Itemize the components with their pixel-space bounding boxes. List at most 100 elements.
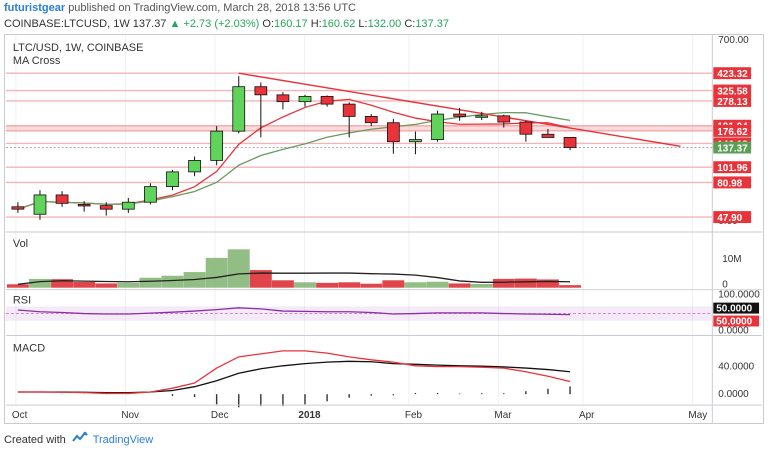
volume-bar[interactable] bbox=[316, 282, 339, 288]
tradingview-logo-icon bbox=[72, 430, 88, 450]
volume-bar[interactable] bbox=[117, 282, 140, 288]
macd-title: MACD bbox=[13, 342, 45, 354]
rsi-value-label: 50.0000 bbox=[716, 317, 752, 328]
candle-body[interactable] bbox=[188, 160, 201, 173]
open-label: O: bbox=[262, 18, 274, 30]
candle-body[interactable] bbox=[541, 133, 555, 138]
price-level-badge bbox=[713, 94, 752, 107]
volume-bar[interactable] bbox=[205, 257, 228, 288]
ma-slow-line bbox=[17, 111, 571, 210]
time-axis: Oct Nov Dec 2018 Feb Mar Apr May bbox=[12, 410, 707, 421]
price-level-label: 47.90 bbox=[717, 213, 742, 224]
publisher-username[interactable]: futuristgear bbox=[4, 2, 66, 14]
price-pane[interactable] bbox=[5, 72, 713, 220]
tradingview-brand-link[interactable]: TradingView bbox=[92, 434, 154, 446]
ma-cross-label: MA Cross bbox=[13, 55, 61, 67]
symbol-name: COINBASE:LTCUSD, 1W bbox=[4, 18, 130, 30]
price-level-badge bbox=[713, 124, 752, 137]
rsi-value-badge bbox=[713, 302, 760, 314]
volume-bar[interactable] bbox=[514, 278, 537, 288]
candle-body[interactable] bbox=[254, 86, 268, 96]
rsi-value-badge bbox=[713, 315, 760, 327]
volume-bar[interactable] bbox=[360, 283, 383, 288]
candle-body[interactable] bbox=[563, 136, 577, 148]
volume-bar[interactable] bbox=[139, 277, 162, 288]
volume-bar[interactable] bbox=[426, 281, 449, 288]
volume-bar[interactable] bbox=[95, 283, 118, 288]
price-level-label: 423.32 bbox=[717, 69, 748, 80]
volume-bar[interactable] bbox=[161, 275, 184, 288]
candle-body[interactable] bbox=[144, 186, 157, 203]
price-level-label: 137.37 bbox=[717, 143, 748, 154]
volume-bar[interactable] bbox=[6, 284, 29, 288]
candle-body[interactable] bbox=[33, 194, 47, 215]
candle-body[interactable] bbox=[519, 121, 533, 135]
price-level-badge bbox=[713, 211, 752, 224]
volume-bar[interactable] bbox=[271, 280, 294, 288]
candle-body[interactable] bbox=[99, 205, 113, 210]
price-level-badge bbox=[713, 84, 752, 97]
rsi-value-label: 50.0000 bbox=[716, 304, 752, 315]
vol-tick-0: 0 bbox=[722, 280, 728, 291]
candle-body[interactable] bbox=[166, 171, 179, 188]
candle-body[interactable] bbox=[320, 95, 334, 105]
rsi-title: RSI bbox=[13, 295, 31, 307]
volume-bar[interactable] bbox=[227, 249, 250, 288]
candle-body[interactable] bbox=[55, 194, 69, 204]
time-label: 2018 bbox=[298, 410, 321, 421]
volume-bar[interactable] bbox=[338, 282, 361, 288]
candle-body[interactable] bbox=[431, 113, 444, 140]
macd-tick-40: 40.0000 bbox=[718, 361, 754, 372]
price-level-badge bbox=[713, 161, 752, 174]
candle-body[interactable] bbox=[276, 94, 290, 103]
candle-body[interactable] bbox=[453, 113, 466, 117]
candle-body[interactable] bbox=[210, 130, 224, 161]
volume-bar[interactable] bbox=[492, 278, 515, 288]
last-price: 137.37 bbox=[132, 18, 167, 30]
price-tick-top: 700.00 bbox=[718, 35, 749, 46]
candle-body[interactable] bbox=[77, 204, 91, 207]
candle-body[interactable] bbox=[364, 116, 378, 124]
candle-body[interactable] bbox=[121, 201, 135, 210]
resistance-band bbox=[5, 125, 713, 131]
rsi-value-labels: 50.0000 50.0000 bbox=[713, 302, 760, 328]
rsi-pane[interactable] bbox=[5, 306, 713, 321]
pane-title: LTC/USD, 1W, COINBASE bbox=[13, 42, 143, 54]
volume-bar[interactable] bbox=[559, 285, 581, 288]
volume-bar[interactable] bbox=[537, 279, 559, 288]
time-label: Dec bbox=[211, 410, 229, 421]
volume-bar[interactable] bbox=[470, 284, 493, 288]
rsi-tick-100: 100.0000 bbox=[718, 290, 760, 301]
high-label: H: bbox=[310, 18, 322, 30]
price-level-label: 325.58 bbox=[717, 87, 748, 98]
time-label: Mar bbox=[494, 410, 512, 421]
volume-bar[interactable] bbox=[51, 279, 74, 288]
macd-signal-line bbox=[17, 350, 571, 395]
price-level-badge bbox=[713, 141, 752, 154]
created-with-label: Created with bbox=[4, 434, 66, 446]
volume-bar[interactable] bbox=[294, 282, 316, 288]
candle-body[interactable] bbox=[497, 115, 511, 123]
volume-bar[interactable] bbox=[404, 282, 427, 288]
candle-body[interactable] bbox=[342, 103, 356, 117]
volume-bar[interactable] bbox=[73, 282, 96, 288]
candle-body[interactable] bbox=[11, 206, 25, 210]
candle-body[interactable] bbox=[409, 139, 422, 143]
macd-pane[interactable] bbox=[17, 350, 571, 408]
chart-canvas[interactable]: LTC/USD, 1W, COINBASE MA Cross Vol RSI M… bbox=[4, 34, 764, 424]
price-level-label: 101.96 bbox=[717, 163, 748, 174]
volume-bar[interactable] bbox=[382, 280, 405, 288]
candle-body[interactable] bbox=[475, 115, 489, 118]
time-label: Oct bbox=[12, 410, 28, 421]
footer: Created with TradingView bbox=[0, 430, 768, 454]
volume-bar[interactable] bbox=[249, 270, 272, 288]
volume-bar[interactable] bbox=[29, 278, 51, 288]
candle-body[interactable] bbox=[232, 86, 246, 132]
time-label: Apr bbox=[579, 410, 595, 421]
candle-body[interactable] bbox=[386, 122, 400, 143]
axes bbox=[5, 35, 763, 423]
volume-bar[interactable] bbox=[448, 283, 471, 288]
candle-body[interactable] bbox=[298, 95, 312, 103]
price-level-label: 80.98 bbox=[717, 178, 742, 189]
volume-pane[interactable] bbox=[6, 249, 581, 288]
